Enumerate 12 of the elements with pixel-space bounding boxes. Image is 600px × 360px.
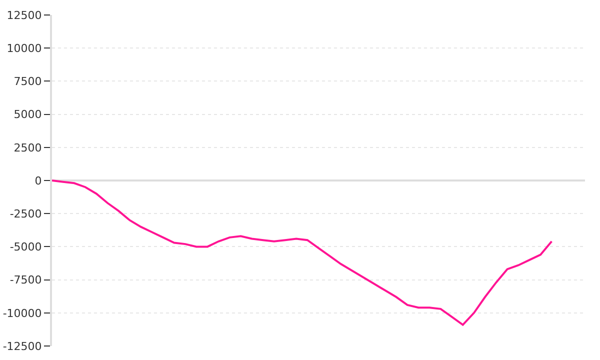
y-tick-label: -7500 <box>10 274 42 287</box>
line-series <box>52 180 553 326</box>
y-tick-label: 2500 <box>14 141 42 154</box>
y-tick-label: 7500 <box>14 75 42 88</box>
y-tick-label: -12500 <box>2 340 42 353</box>
y-tick-label: 5000 <box>14 108 42 122</box>
y-tick-label: -10000 <box>2 306 42 320</box>
y-tick-label: 12500 <box>6 8 42 22</box>
y-tick-label: -2500 <box>10 207 42 220</box>
y-tick-label: 10000 <box>6 42 42 55</box>
y-tick-label: 0 <box>34 174 42 188</box>
y-tick-label: -5000 <box>10 240 42 254</box>
